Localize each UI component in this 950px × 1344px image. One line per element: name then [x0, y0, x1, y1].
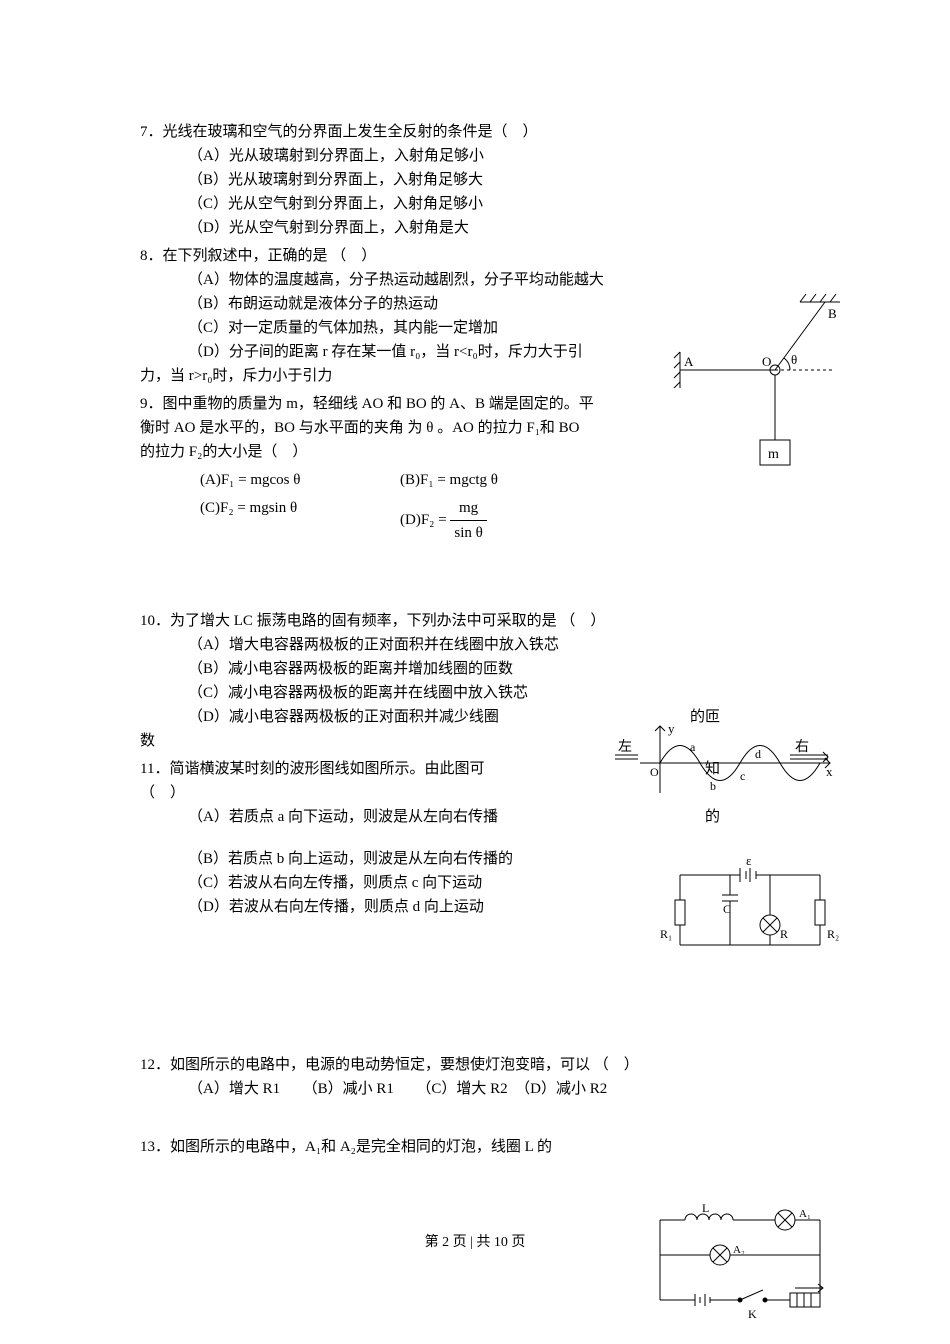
circuit2-diagram: L A₁ A₂ K: [645, 1200, 840, 1320]
q9-formula-b: (B)F₁ = mgctg θ: [400, 468, 600, 492]
pulley-label-o: O: [762, 354, 771, 369]
q13-stem: 13．如图所示的电路中，A₁和 A₂是完全相同的灯泡，线圈 L 的: [140, 1135, 810, 1159]
circuit1-label-eps: ε: [746, 853, 752, 868]
wave-label-o: O: [650, 765, 659, 779]
wave-label-c: c: [740, 769, 745, 783]
q9-fd-frac: mgsin θ: [450, 496, 486, 545]
pulley-label-a: A: [684, 354, 694, 369]
q8-opt-a: （A）物体的温度越高，分子热运动越剧烈，分子平均动能越大: [140, 268, 810, 292]
q11-opta-left: （A）若质点 a 向下运动，则波是从左向右传播: [188, 809, 498, 825]
question-12: 12．如图所示的电路中，电源的电动势恒定，要想使灯泡变暗，可以 （ ） （A）增…: [140, 1053, 810, 1101]
q9-formula-a: (A)F₁ = mgcos θ: [200, 468, 400, 492]
wave-label-right: 右: [795, 739, 809, 755]
q9-formula-c: (C)F₂ = mgsin θ: [200, 496, 400, 545]
circuit1-label-r: R: [780, 927, 788, 941]
wave-label-d: d: [755, 747, 761, 761]
wave-label-a: a: [690, 740, 696, 754]
q7-opt-d: （D）光从空气射到分界面上，入射角是大: [140, 216, 810, 240]
q9-fd-prefix: (D)F₂ =: [400, 512, 450, 528]
q11-stem-left: 11．简谐横波某时刻的波形图线如图所示。由此图可: [140, 761, 484, 777]
q9-fd-num: mg: [450, 496, 486, 521]
circuit1-label-r2: R₂: [827, 927, 839, 941]
q11-opta-right: 的: [705, 805, 720, 829]
q9-formula-d: (D)F₂ = mgsin θ: [400, 496, 600, 545]
q7-opt-c: （C）光从空气射到分界面上，入射角足够小: [140, 192, 810, 216]
q10-opt-c: （C）减小电容器两极板的距离并在线圈中放入铁芯: [140, 681, 810, 705]
circuit2-label-l: L: [702, 1201, 709, 1215]
circuit2-label-a2: A₂: [733, 1244, 745, 1256]
question-7: 7．光线在玻璃和空气的分界面上发生全反射的条件是（ ） （A）光从玻璃射到分界面…: [140, 120, 810, 240]
q9-fd-den: sin θ: [450, 521, 486, 545]
circuit1-label-c: C: [723, 902, 731, 916]
pulley-label-m: m: [768, 447, 779, 462]
q7-stem: 7．光线在玻璃和空气的分界面上发生全反射的条件是（ ）: [140, 120, 810, 144]
pulley-label-theta: θ: [791, 352, 797, 367]
wave-label-y: y: [668, 721, 675, 736]
wave-label-left: 左: [618, 739, 632, 755]
q12-stem: 12．如图所示的电路中，电源的电动势恒定，要想使灯泡变暗，可以 （ ）: [140, 1053, 810, 1077]
q10-opt-b: （B）减小电容器两极板的距离并增加线圈的匝数: [140, 657, 810, 681]
pulley-label-b: B: [828, 306, 837, 321]
q10-stem: 10．为了增大 LC 振荡电路的固有频率，下列办法中可采取的是 （ ）: [140, 609, 810, 633]
q7-opt-a: （A）光从玻璃射到分界面上，入射角足够小: [140, 144, 810, 168]
wave-diagram: y x O a b c d 左 右: [610, 718, 840, 808]
wave-label-x: x: [826, 764, 833, 779]
q10-opt-d-left: （D）减小电容器两极板的正对面积并减少线圈: [188, 709, 499, 725]
q12-opts: （A）增大 R1 （B）减小 R1 （C）增大 R2 （D）减小 R2: [140, 1077, 810, 1101]
q7-opt-b: （B）光从玻璃射到分界面上，入射角足够大: [140, 168, 810, 192]
question-13: 13．如图所示的电路中，A₁和 A₂是完全相同的灯泡，线圈 L 的: [140, 1135, 810, 1159]
circuit1-label-r1: R₁: [660, 927, 672, 941]
q8-stem: 8．在下列叙述中，正确的是 （ ）: [140, 244, 810, 268]
wave-label-b: b: [710, 779, 716, 793]
pulley-diagram: A B O θ m: [670, 290, 850, 480]
circuit2-label-k: K: [748, 1307, 757, 1320]
q11-opta-row: （A）若质点 a 向下运动，则波是从左向右传播 的: [140, 805, 810, 829]
q9-formula-row2: (C)F₂ = mgsin θ (D)F₂ = mgsin θ: [140, 496, 810, 545]
circuit2-label-a1: A₁: [799, 1208, 811, 1220]
q10-opt-a: （A）增大电容器两极板的正对面积并在线圈中放入铁芯: [140, 633, 810, 657]
circuit1-diagram: ε C R₁ R R₂: [660, 850, 840, 960]
